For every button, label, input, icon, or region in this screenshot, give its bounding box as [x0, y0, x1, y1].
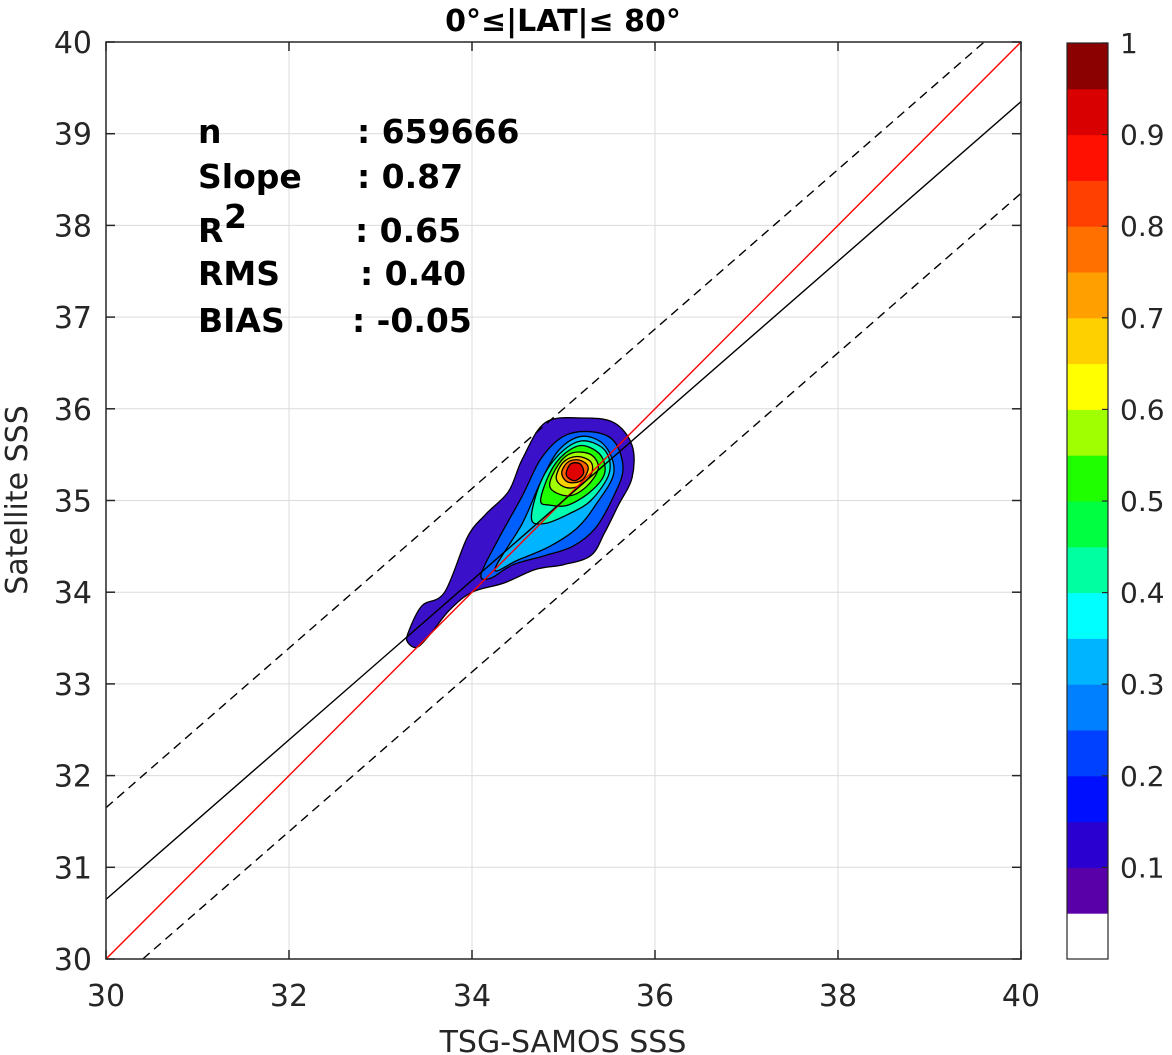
y-tick-label-0: 30	[54, 943, 92, 978]
y-tick-label-9: 39	[54, 118, 92, 153]
colorbar-segment-5	[1067, 684, 1108, 731]
stat-value-2: : 0.65	[355, 211, 461, 250]
stat-value-3: : 0.40	[360, 254, 466, 293]
y-tick-label-2: 32	[54, 760, 92, 795]
stat-value-0: : 659666	[357, 112, 519, 151]
colorbar-segment-15	[1067, 226, 1108, 273]
stats-panel: n : 659666 Slope : 0.87 R 2 : 0.65 RMS : 0.40 BIA…	[198, 112, 519, 340]
colorbar-tick-label-8: 0.9	[1120, 119, 1165, 152]
stat-label-sup-2: 2	[224, 197, 247, 236]
colorbar-segment-17	[1067, 134, 1108, 181]
colorbar-segment-12	[1067, 363, 1108, 410]
colorbar-tick-label-2: 0.3	[1120, 668, 1165, 701]
y-tick-label-3: 33	[54, 668, 92, 703]
colorbar-segment-6	[1067, 638, 1108, 685]
colorbar-segment-4	[1067, 730, 1108, 777]
chart-title: 0°≤|LAT|≤ 80°	[445, 4, 681, 39]
y-tick-label-6: 36	[54, 393, 92, 428]
colorbar-segment-0	[1067, 913, 1108, 960]
stat-label-4: BIAS	[198, 301, 285, 340]
colorbar-segment-14	[1067, 272, 1108, 319]
colorbar-tick-label-6: 0.7	[1120, 302, 1165, 335]
x-tick-label-4: 38	[819, 979, 857, 1014]
axis-ticks: 30 32 34 36 38 40 30 31 32 33 34 35 36 37 38 39 40	[54, 26, 1040, 1014]
x-tick-label-1: 32	[270, 979, 308, 1014]
colorbar-segment-9	[1067, 501, 1108, 548]
y-tick-label-8: 38	[54, 209, 92, 244]
x-tick-label-2: 34	[453, 979, 491, 1014]
x-axis-label: TSG-SAMOS SSS	[439, 1025, 687, 1055]
colorbar-segment-7	[1067, 592, 1108, 639]
y-tick-label-7: 37	[54, 301, 92, 336]
colorbar-segment-13	[1067, 317, 1108, 365]
colorbar-segment-1	[1067, 867, 1108, 914]
colorbar-segment-11	[1067, 409, 1108, 456]
stat-label-1: Slope	[198, 157, 302, 196]
colorbar-segment-19	[1067, 43, 1108, 90]
regression-line	[105, 101, 1022, 900]
density-contours	[405, 416, 635, 649]
stat-label-0: n	[198, 112, 222, 151]
x-tick-label-5: 40	[1002, 979, 1040, 1014]
stat-label-3: RMS	[198, 254, 280, 293]
colorbar: 0.1 0.2 0.3 0.4 0.5 0.6 0.7 0.8 0.9 1	[1066, 27, 1165, 960]
y-axis-label: Satellite SSS	[0, 405, 35, 595]
x-tick-label-0: 30	[87, 979, 125, 1014]
stat-value-1: : 0.87	[357, 157, 463, 196]
colorbar-tick-label-0: 0.1	[1120, 851, 1165, 884]
x-tick-label-3: 36	[636, 979, 674, 1014]
colorbar-tick-label-4: 0.5	[1120, 485, 1165, 518]
colorbar-segment-10	[1067, 455, 1108, 502]
colorbar-tick-label-9: 1	[1120, 27, 1138, 60]
fit-lines	[105, 41, 1022, 960]
colorbar-tick-label-5: 0.6	[1120, 393, 1165, 426]
colorbar-segment-8	[1067, 546, 1108, 594]
y-tick-label-1: 31	[54, 851, 92, 886]
colorbar-tick-label-1: 0.2	[1120, 760, 1165, 793]
y-tick-label-5: 35	[54, 485, 92, 520]
colorbar-tick-label-3: 0.4	[1120, 577, 1165, 610]
colorbar-tick-label-7: 0.8	[1120, 210, 1165, 243]
colorbar-segment-3	[1067, 775, 1108, 823]
contour-level-8	[565, 462, 585, 482]
colorbar-segment-2	[1067, 821, 1108, 868]
y-tick-label-4: 34	[54, 576, 92, 611]
stat-label-2: R	[198, 211, 223, 250]
y-tick-label-10: 40	[54, 26, 92, 61]
stat-value-4: : -0.05	[352, 301, 472, 340]
colorbar-segment-16	[1067, 180, 1108, 227]
colorbar-segment-18	[1067, 88, 1108, 136]
